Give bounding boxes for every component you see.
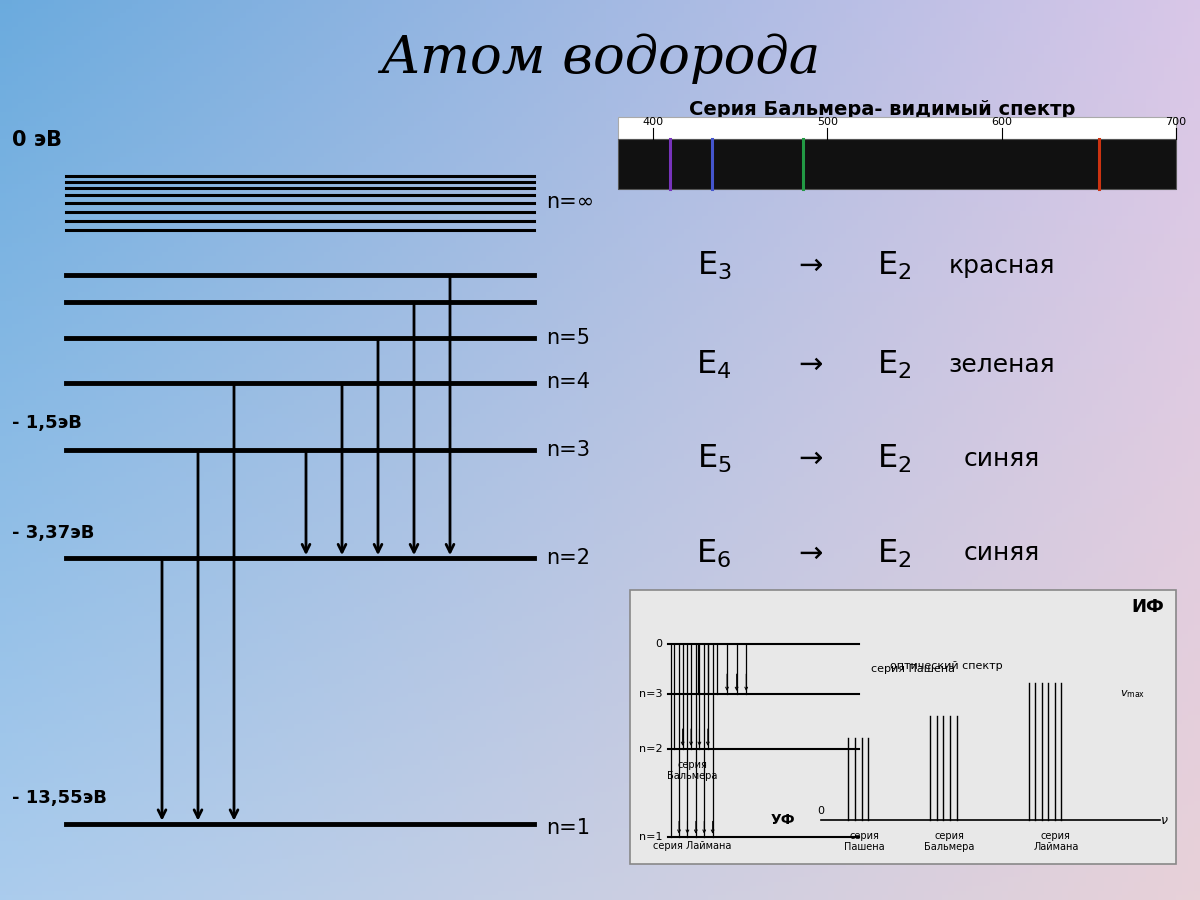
Text: УФ: УФ	[770, 813, 796, 827]
Text: красная: красная	[949, 254, 1055, 277]
Text: $\mathrm{E_{3}}$: $\mathrm{E_{3}}$	[696, 249, 732, 282]
Text: 400: 400	[642, 117, 664, 127]
Text: $\nu$: $\nu$	[1159, 814, 1169, 826]
Bar	[630, 590, 1176, 864]
Text: →: →	[798, 350, 822, 379]
Text: $\mathrm{E_{6}}$: $\mathrm{E_{6}}$	[696, 537, 732, 570]
Text: $\mathrm{E_{5}}$: $\mathrm{E_{5}}$	[697, 443, 731, 475]
Text: n=3: n=3	[638, 688, 662, 698]
Text: 0 эВ: 0 эВ	[12, 130, 62, 149]
Text: n=2: n=2	[638, 743, 662, 753]
Bar	[618, 117, 1176, 140]
Text: серия Лаймана: серия Лаймана	[653, 841, 732, 851]
Text: 0: 0	[655, 639, 662, 650]
Text: - 13,55эВ: - 13,55эВ	[12, 789, 107, 807]
Text: →: →	[798, 445, 822, 473]
Text: n=2: n=2	[546, 548, 590, 568]
Text: 500: 500	[817, 117, 838, 127]
Text: оптический спектр: оптический спектр	[890, 662, 1003, 671]
Text: серия
Бальмера: серия Бальмера	[924, 831, 974, 852]
Text: 0: 0	[817, 806, 824, 815]
Text: ИФ: ИФ	[1132, 598, 1164, 616]
Text: 700: 700	[1165, 117, 1187, 127]
Text: Атом водорода: Атом водорода	[380, 33, 820, 84]
Text: n=4: n=4	[546, 373, 590, 392]
Text: n=∞: n=∞	[546, 192, 594, 211]
Text: n=1: n=1	[546, 818, 590, 838]
Text: →: →	[798, 539, 822, 568]
Text: $\mathrm{E_2}$: $\mathrm{E_2}$	[877, 348, 911, 381]
Text: зеленая: зеленая	[949, 353, 1055, 376]
Text: $\mathrm{E_2}$: $\mathrm{E_2}$	[877, 443, 911, 475]
Text: $\mathrm{E_{4}}$: $\mathrm{E_{4}}$	[696, 348, 732, 381]
Text: синяя: синяя	[964, 542, 1040, 565]
Text: серия Пашена: серия Пашена	[871, 664, 955, 674]
Text: серия
Лаймана: серия Лаймана	[1033, 831, 1079, 852]
Text: серия
Бальмера: серия Бальмера	[667, 760, 718, 781]
Text: 600: 600	[991, 117, 1012, 127]
Text: n=5: n=5	[546, 328, 590, 347]
Text: n=3: n=3	[546, 440, 590, 460]
Text: $\mathrm{E_2}$: $\mathrm{E_2}$	[877, 537, 911, 570]
Text: n=1: n=1	[638, 832, 662, 842]
Text: Серия Бальмера- видимый спектр: Серия Бальмера- видимый спектр	[689, 100, 1075, 120]
Bar	[618, 140, 1176, 189]
Text: $v_{\rm max}$: $v_{\rm max}$	[1120, 688, 1145, 699]
Text: - 1,5эВ: - 1,5эВ	[12, 414, 82, 432]
Text: синяя: синяя	[964, 447, 1040, 471]
Text: $\mathrm{E_2}$: $\mathrm{E_2}$	[877, 249, 911, 282]
Text: - 3,37эВ: - 3,37эВ	[12, 524, 95, 542]
Text: →: →	[798, 251, 822, 280]
Text: серия
Пашена: серия Пашена	[845, 831, 886, 852]
